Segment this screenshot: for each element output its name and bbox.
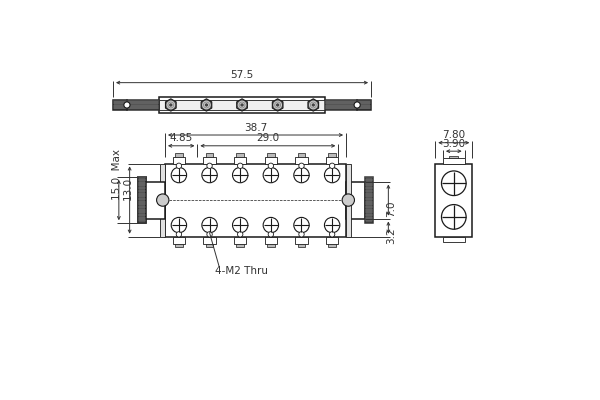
Circle shape — [329, 163, 335, 168]
Bar — [146, 182, 165, 218]
Bar — [159, 96, 325, 114]
Bar — [203, 237, 216, 244]
Bar — [159, 100, 325, 110]
Text: 29.0: 29.0 — [256, 134, 280, 144]
Text: 13.0: 13.0 — [122, 177, 133, 200]
Text: 38.7: 38.7 — [244, 123, 267, 133]
Polygon shape — [275, 103, 280, 107]
Circle shape — [171, 218, 187, 233]
Circle shape — [238, 163, 243, 168]
Circle shape — [263, 167, 278, 183]
Bar — [175, 244, 183, 247]
Circle shape — [171, 167, 187, 183]
Bar — [267, 244, 275, 247]
Bar — [173, 156, 185, 164]
Bar — [298, 244, 305, 247]
Bar — [325, 100, 357, 110]
Circle shape — [157, 194, 169, 206]
Circle shape — [299, 163, 304, 168]
Text: 7.0: 7.0 — [386, 200, 395, 216]
Bar — [365, 177, 373, 223]
Circle shape — [238, 101, 246, 109]
Circle shape — [294, 218, 309, 233]
Bar — [206, 244, 214, 247]
Circle shape — [207, 232, 212, 237]
Circle shape — [124, 102, 130, 108]
Circle shape — [207, 163, 212, 168]
Bar — [443, 158, 464, 164]
Text: 7.80: 7.80 — [442, 130, 466, 140]
Polygon shape — [205, 103, 208, 107]
Circle shape — [238, 232, 243, 237]
Polygon shape — [169, 103, 173, 107]
Bar — [449, 156, 458, 158]
Circle shape — [202, 218, 217, 233]
Circle shape — [274, 101, 281, 109]
Bar — [443, 237, 464, 242]
Circle shape — [294, 167, 309, 183]
Circle shape — [203, 101, 210, 109]
Polygon shape — [308, 99, 319, 111]
Bar — [295, 156, 308, 164]
Text: 3.2: 3.2 — [386, 228, 395, 244]
Bar — [326, 156, 338, 164]
Circle shape — [176, 232, 182, 237]
Text: 57.5: 57.5 — [230, 70, 254, 80]
Circle shape — [167, 101, 175, 109]
Circle shape — [442, 204, 466, 229]
Circle shape — [268, 163, 274, 168]
Bar — [203, 156, 216, 164]
Polygon shape — [237, 99, 247, 111]
Circle shape — [354, 102, 360, 108]
Polygon shape — [272, 99, 283, 111]
Polygon shape — [166, 99, 176, 111]
Bar — [295, 237, 308, 244]
Bar — [234, 156, 247, 164]
Text: 4-M2 Thru: 4-M2 Thru — [215, 266, 268, 276]
Circle shape — [299, 232, 304, 237]
Circle shape — [176, 163, 182, 168]
Bar — [436, 164, 472, 237]
Text: 15.0  Max: 15.0 Max — [112, 149, 122, 200]
Bar — [175, 154, 183, 156]
Circle shape — [442, 171, 466, 196]
Circle shape — [325, 218, 340, 233]
Text: 3.90: 3.90 — [442, 139, 466, 149]
Bar — [206, 154, 214, 156]
Circle shape — [233, 218, 248, 233]
Circle shape — [202, 167, 217, 183]
Circle shape — [263, 218, 278, 233]
Polygon shape — [311, 103, 315, 107]
Polygon shape — [240, 103, 244, 107]
Circle shape — [342, 194, 355, 206]
Bar — [346, 164, 350, 237]
Circle shape — [268, 232, 274, 237]
Bar — [160, 164, 165, 237]
Bar — [173, 237, 185, 244]
Bar — [357, 100, 371, 110]
Bar — [236, 244, 244, 247]
Circle shape — [310, 101, 317, 109]
Bar — [265, 237, 277, 244]
Bar — [298, 154, 305, 156]
Bar — [138, 177, 146, 223]
Bar — [138, 177, 146, 223]
Text: 4.85: 4.85 — [170, 134, 193, 144]
Bar — [234, 237, 247, 244]
Bar — [236, 154, 244, 156]
Circle shape — [233, 167, 248, 183]
Bar — [328, 154, 336, 156]
Circle shape — [329, 232, 335, 237]
Bar — [127, 100, 159, 110]
Polygon shape — [201, 99, 212, 111]
Bar — [267, 154, 275, 156]
Bar — [265, 156, 277, 164]
Bar — [165, 164, 346, 237]
Bar — [326, 237, 338, 244]
Bar — [113, 100, 127, 110]
Circle shape — [325, 167, 340, 183]
Bar — [346, 182, 365, 218]
Bar — [328, 244, 336, 247]
